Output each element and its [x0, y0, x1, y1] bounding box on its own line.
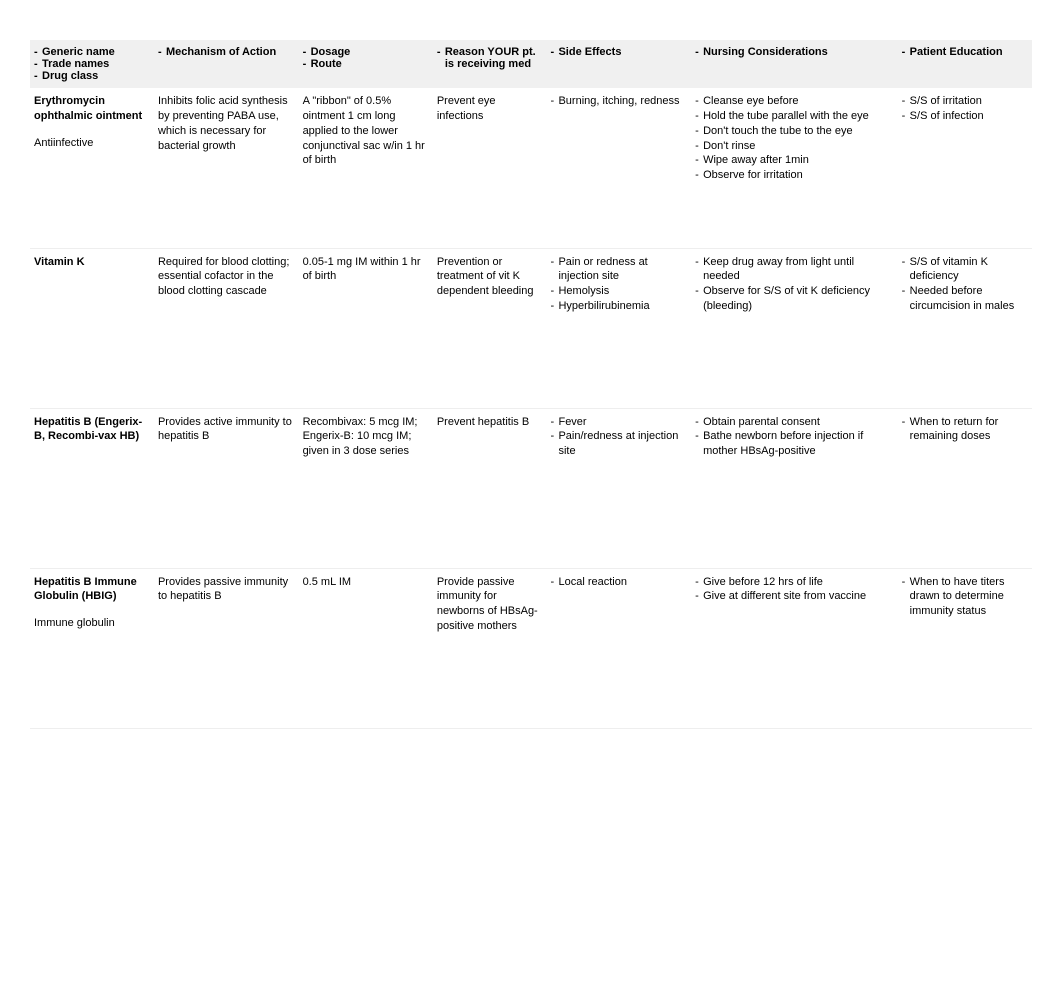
cell-reason: Prevent hepatitis B: [433, 408, 547, 568]
drug-class: Immune globulin: [34, 616, 150, 631]
cell-generic: Vitamin K: [30, 248, 154, 408]
cell-edu: When to return for remaining doses: [898, 408, 1032, 568]
header-dose: DosageRoute: [299, 40, 433, 88]
list-item: Observe for irritation: [695, 168, 894, 183]
list-item: Don't touch the tube to the eye: [695, 124, 894, 139]
table-body: Erythromycin ophthalmic ointment Antiinfe…: [30, 88, 1032, 728]
list-item: Hemolysis: [550, 284, 687, 299]
list-item: Hold the tube parallel with the eye: [695, 109, 894, 124]
header-item: Reason YOUR pt. is receiving med: [437, 46, 543, 70]
header-moa: Mechanism of Action: [154, 40, 299, 88]
table-row: Erythromycin ophthalmic ointment Antiinfe…: [30, 88, 1032, 248]
header-item: Mechanism of Action: [158, 46, 295, 58]
drug-class: Antiinfective: [34, 136, 150, 151]
list-item: S/S of vitamin K deficiency: [902, 255, 1028, 285]
header-item: Route: [303, 58, 429, 70]
list-item: Fever: [550, 415, 687, 430]
table-header-row: Generic nameTrade namesDrug class Mechan…: [30, 40, 1032, 88]
list-item: Hyperbilirubinemia: [550, 299, 687, 314]
cell-moa: Provides passive immunity to hepatitis B: [154, 568, 299, 728]
header-side: Side Effects: [546, 40, 691, 88]
drug-name: Hepatitis B Immune Globulin (HBIG): [34, 576, 137, 603]
table-row: Hepatitis B (Engerix-B, Recombi-vax HB) P…: [30, 408, 1032, 568]
header-edu: Patient Education: [898, 40, 1032, 88]
list-item: Obtain parental consent: [695, 415, 894, 430]
drug-name: Vitamin K: [34, 256, 85, 268]
list-item: S/S of infection: [902, 109, 1028, 124]
cell-reason: Prevention or treatment of vit K depende…: [433, 248, 547, 408]
header-reason: Reason YOUR pt. is receiving med: [433, 40, 547, 88]
table-row: Hepatitis B Immune Globulin (HBIG) Immune…: [30, 568, 1032, 728]
drug-name: Erythromycin ophthalmic ointment: [34, 95, 142, 122]
cell-nursing: Give before 12 hrs of lifeGive at differ…: [691, 568, 898, 728]
list-item: Pain/redness at injection site: [550, 429, 687, 459]
list-item: S/S of irritation: [902, 94, 1028, 109]
cell-dose: 0.05-1 mg IM within 1 hr of birth: [299, 248, 433, 408]
cell-reason: Prevent eye infections: [433, 88, 547, 248]
cell-edu: When to have titers drawn to determine i…: [898, 568, 1032, 728]
cell-moa: Provides active immunity to hepatitis B: [154, 408, 299, 568]
header-item: Dosage: [303, 46, 429, 58]
list-item: Don't rinse: [695, 139, 894, 154]
cell-dose: Recombivax: 5 mcg IM; Engerix-B: 10 mcg …: [299, 408, 433, 568]
list-item: Wipe away after 1min: [695, 153, 894, 168]
header-item: Side Effects: [550, 46, 687, 58]
list-item: Burning, itching, redness: [550, 94, 687, 109]
cell-generic: Erythromycin ophthalmic ointment Antiinfe…: [30, 88, 154, 248]
cell-nursing: Cleanse eye beforeHold the tube parallel…: [691, 88, 898, 248]
cell-side: Burning, itching, redness: [546, 88, 691, 248]
list-item: Observe for S/S of vit K deficiency (ble…: [695, 284, 894, 314]
cell-edu: S/S of irritationS/S of infection: [898, 88, 1032, 248]
medication-table: Generic nameTrade namesDrug class Mechan…: [30, 40, 1032, 729]
cell-dose: A "ribbon" of 0.5% ointment 1 cm long ap…: [299, 88, 433, 248]
cell-generic: Hepatitis B (Engerix-B, Recombi-vax HB): [30, 408, 154, 568]
cell-edu: S/S of vitamin K deficiencyNeeded before…: [898, 248, 1032, 408]
list-item: Give before 12 hrs of life: [695, 575, 894, 590]
header-item: Patient Education: [902, 46, 1028, 58]
cell-moa: Required for blood clotting; essential c…: [154, 248, 299, 408]
cell-side: Local reaction: [546, 568, 691, 728]
header-item: Trade names: [34, 58, 150, 70]
cell-moa: Inhibits folic acid synthesis by prevent…: [154, 88, 299, 248]
header-item: Generic name: [34, 46, 150, 58]
header-nursing: Nursing Considerations: [691, 40, 898, 88]
drug-name: Hepatitis B (Engerix-B, Recombi-vax HB): [34, 416, 142, 443]
list-item: When to return for remaining doses: [902, 415, 1028, 445]
cell-reason: Provide passive immunity for newborns of…: [433, 568, 547, 728]
list-item: Keep drug away from light until needed: [695, 255, 894, 285]
cell-dose: 0.5 mL IM: [299, 568, 433, 728]
list-item: Needed before circumcision in males: [902, 284, 1028, 314]
table-row: Vitamin K Required for blood clotting; es…: [30, 248, 1032, 408]
cell-generic: Hepatitis B Immune Globulin (HBIG) Immune…: [30, 568, 154, 728]
list-item: When to have titers drawn to determine i…: [902, 575, 1028, 620]
header-item: Drug class: [34, 70, 150, 82]
list-item: Give at different site from vaccine: [695, 589, 894, 604]
list-item: Cleanse eye before: [695, 94, 894, 109]
list-item: Local reaction: [550, 575, 687, 590]
cell-side: FeverPain/redness at injection site: [546, 408, 691, 568]
header-generic: Generic nameTrade namesDrug class: [30, 40, 154, 88]
header-item: Nursing Considerations: [695, 46, 894, 58]
cell-nursing: Obtain parental consentBathe newborn bef…: [691, 408, 898, 568]
cell-nursing: Keep drug away from light until neededOb…: [691, 248, 898, 408]
list-item: Bathe newborn before injection if mother…: [695, 429, 894, 459]
list-item: Pain or redness at injection site: [550, 255, 687, 285]
cell-side: Pain or redness at injection siteHemolys…: [546, 248, 691, 408]
